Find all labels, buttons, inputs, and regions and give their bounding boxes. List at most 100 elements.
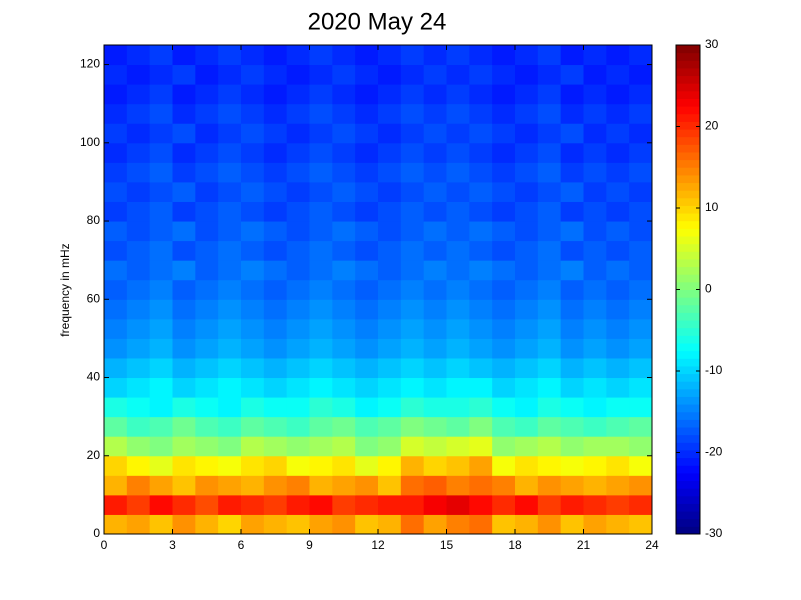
heatmap-cell [355,377,379,398]
heatmap-cell [492,514,516,535]
heatmap-cell [446,436,470,457]
heatmap-cell [332,318,356,339]
heatmap-cell [446,103,470,124]
heatmap-cell [126,45,151,66]
colorbar-swatch [676,251,700,260]
heatmap-cell [126,494,151,515]
heatmap-cell [606,162,630,183]
heatmap-cell [263,221,288,242]
heatmap-cell [469,201,493,222]
heatmap-cell [309,181,333,202]
heatmap-cell [378,318,402,339]
heatmap-cell [423,299,447,320]
heatmap-cell [537,260,562,281]
heatmap-cell [149,181,173,202]
heatmap-cell [309,45,333,66]
colorbar-swatch [676,274,700,283]
heatmap-cell [104,338,128,359]
heatmap-cell [469,299,493,320]
heatmap-cell [537,397,562,418]
colorbar-swatch [676,465,700,474]
heatmap-cell [492,475,516,496]
heatmap-cell [629,201,653,222]
heatmap-cell [332,64,356,85]
heatmap-cell [286,455,310,476]
heatmap-cell [446,475,470,496]
heatmap-cell [400,162,425,183]
heatmap-cell [629,455,653,476]
heatmap-cell [446,455,470,476]
heatmap-cell [332,240,356,261]
colorbar-swatch [676,404,700,413]
colorbar-swatch [676,113,700,122]
heatmap-cell [126,260,151,281]
heatmap-cell [400,201,425,222]
heatmap-cell [423,142,447,163]
heatmap-cell [629,416,653,437]
colorbar-swatch [676,480,700,489]
heatmap-cell [104,514,128,535]
heatmap-cell [583,377,607,398]
heatmap-cell [537,338,562,359]
heatmap-cell [286,64,310,85]
heatmap-cell [332,416,356,437]
colorbar-swatch [676,434,700,443]
heatmap-cell [606,221,630,242]
colorbar-swatch [676,320,700,329]
heatmap-cell [515,260,539,281]
heatmap-cell [560,436,584,457]
colorbar-swatch [676,304,700,313]
heatmap-cell [172,338,196,359]
heatmap-cell [218,260,242,281]
heatmap-cell [355,299,379,320]
heatmap-cell [606,142,630,163]
heatmap-cell [606,514,630,535]
heatmap-cell [172,514,196,535]
heatmap-cell [355,338,379,359]
heatmap-cell [149,142,173,163]
heatmap-cell [309,142,333,163]
heatmap-cell [537,318,562,339]
heatmap-cell [241,279,265,300]
heatmap-cell [583,84,607,105]
heatmap-cell [241,475,265,496]
heatmap-cell [515,455,539,476]
heatmap-cell [104,240,128,261]
heatmap-cell [400,416,425,437]
heatmap-cell [195,475,219,496]
heatmap-cell [606,338,630,359]
heatmap-cell [241,162,265,183]
heatmap-cell [492,416,516,437]
heatmap-cell [629,299,653,320]
heatmap-cell [241,123,265,144]
heatmap-cell [400,494,425,515]
heatmap-cell [286,299,310,320]
heatmap-cell [515,318,539,339]
heatmap-cell [263,299,288,320]
heatmap-cell [104,475,128,496]
heatmap-cell [195,64,219,85]
colorbar-swatch [676,60,700,69]
heatmap-cell [218,162,242,183]
colorbar-swatch [676,190,700,199]
heatmap-cell [195,279,219,300]
heatmap-cell [104,318,128,339]
heatmap-cell [332,299,356,320]
heatmap-cell [469,221,493,242]
heatmap-cell [492,123,516,144]
heatmap-cell [560,221,584,242]
heatmap-cell [263,514,288,535]
heatmap-cell [446,494,470,515]
colorbar-swatch [676,289,700,298]
heatmap-cell [195,494,219,515]
heatmap-cell [446,162,470,183]
heatmap-cell [309,279,333,300]
heatmap-cell [126,377,151,398]
heatmap-cell [423,221,447,242]
heatmap-cell [104,221,128,242]
colorbar-swatch [676,106,700,115]
heatmap-cell [355,357,379,379]
heatmap-cell [332,260,356,281]
heatmap-cell [469,45,493,66]
heatmap-cell [172,162,196,183]
